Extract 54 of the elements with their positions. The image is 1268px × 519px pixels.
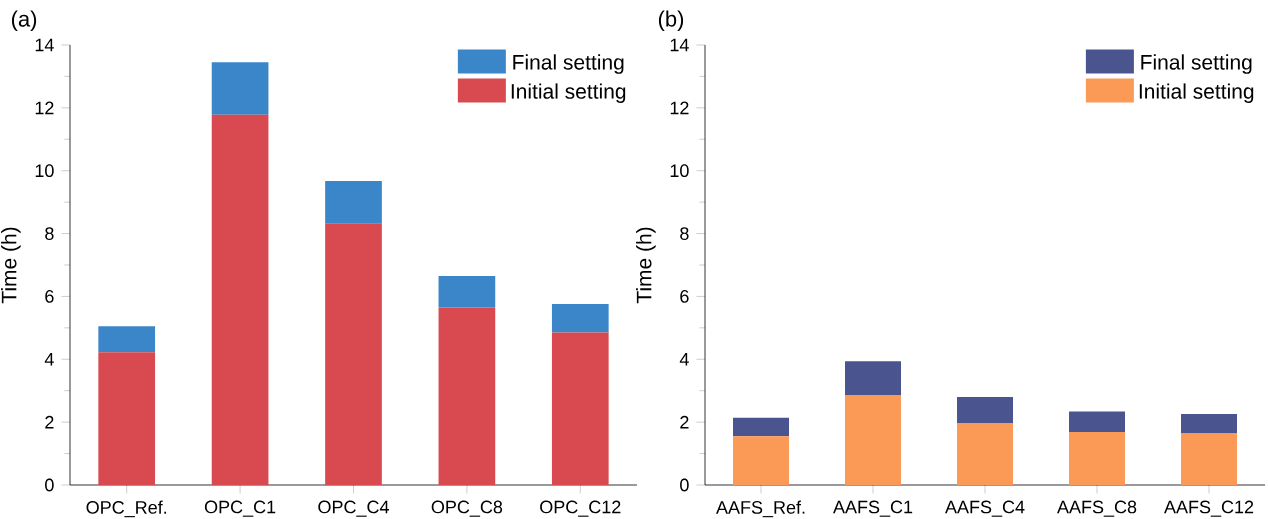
y-tick-label: 4 (679, 353, 689, 366)
x-tick-label: OPC_C1 (204, 500, 276, 517)
y-tick-label: 14 (35, 38, 54, 52)
y-tick-label: 6 (680, 290, 689, 303)
bar (957, 423, 1014, 485)
text: (b) (658, 10, 684, 32)
y-tick-label: 10 (670, 164, 689, 178)
legend-label: Initial setting (511, 83, 626, 103)
y-tick-label: 6 (45, 290, 54, 303)
y-tick-label: 12 (35, 101, 54, 115)
x-tick-label: OPC_Ref. (86, 500, 167, 518)
legend-label: Initial setting (1139, 83, 1254, 103)
legend-label: Final setting (513, 54, 624, 74)
bar (733, 417, 790, 437)
bar (845, 395, 902, 485)
bar (1181, 433, 1238, 485)
bar (98, 352, 156, 485)
x-tick-label: OPC_C8 (431, 500, 503, 517)
x-tick-label: OPC_C12 (540, 500, 621, 517)
text: (a) (11, 10, 37, 32)
y-axis-title: Time (h) (636, 227, 656, 304)
bar (1069, 411, 1126, 432)
bar (551, 332, 609, 485)
y-tick-label: 12 (670, 101, 689, 115)
bar (325, 223, 382, 485)
y-tick-label: 0 (45, 478, 54, 492)
y-tick-label: 0 (680, 478, 689, 492)
bar (733, 436, 790, 485)
bar (1181, 413, 1238, 434)
x-tick-label: OPC_C4 (318, 500, 389, 517)
x-tick-label: AAFS_C12 (1164, 500, 1254, 517)
bar (211, 62, 269, 115)
bar (98, 326, 156, 353)
bar (1069, 431, 1126, 485)
y-tick-label: 8 (680, 227, 689, 240)
bar (957, 397, 1014, 424)
y-axis-title: Time (h) (1, 227, 21, 304)
x-tick-label: AAFS_C1 (833, 500, 913, 517)
y-tick-label: 4 (44, 353, 54, 366)
legend-label: Final setting (1141, 54, 1252, 74)
bar (845, 361, 902, 396)
y-tick-label: 10 (35, 164, 54, 178)
bar (438, 275, 496, 308)
bar (551, 303, 609, 333)
y-tick-label: 2 (680, 415, 689, 429)
y-tick-label: 14 (670, 38, 689, 52)
x-tick-label: AAFS_C4 (945, 500, 1025, 517)
y-tick-label: 2 (45, 415, 54, 429)
x-tick-label: AAFS_C8 (1057, 500, 1137, 517)
bar (211, 114, 269, 485)
bar (438, 307, 496, 485)
y-tick-label: 8 (45, 227, 54, 240)
bar (325, 181, 382, 224)
x-tick-label: AAFS_Ref. (716, 500, 805, 518)
